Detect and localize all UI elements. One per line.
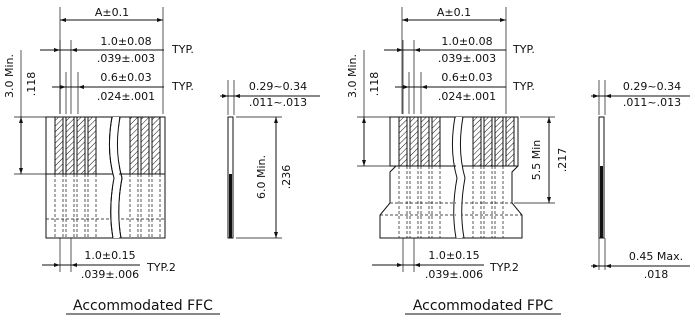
fpc-width-in: .024±.001	[438, 90, 496, 103]
ffc-caption: Accommodated FFC	[73, 298, 213, 314]
fpc-thick-in: .011~.013	[623, 96, 681, 109]
fpc-dimension-bottom: 1.0±0.15 .039±.006 TYP.2	[372, 238, 519, 281]
ffc-side-mm: 6.0 Min.	[255, 155, 268, 199]
fpc-dim-a-label: A±0.1	[437, 6, 471, 19]
fpc-side-mm: 5.5 Min	[530, 140, 543, 181]
ffc-dimension-pitch: 1.0±0.08 .039±.003 TYP.	[40, 35, 194, 114]
ffc-width-in: .024±.001	[97, 90, 155, 103]
fpc-stiff-in: .018	[644, 268, 669, 281]
fpc-typ-2: TYP.	[512, 80, 535, 93]
fpc-dimension-a: A±0.1	[401, 6, 507, 114]
fpc-dimension-height: 3.0 Min. .118	[346, 50, 390, 167]
fpc-cable-body	[379, 116, 523, 239]
fpc-pitch-in: .039±.003	[438, 52, 496, 65]
ffc-bottom-in: .039±.006	[81, 268, 139, 281]
fpc-dimension-side: 5.5 Min .217	[514, 116, 569, 204]
ffc-side-view: 0.29~0.34 .011~.013 6.0 Min. .236	[220, 80, 320, 239]
fpc-height-mm: 3.0 Min.	[346, 54, 359, 98]
ffc-thick-in: .011~.013	[249, 96, 307, 109]
fpc-width-mm: 0.6±0.03	[441, 71, 492, 84]
fpc-typ-1: TYP.	[512, 43, 535, 56]
ffc-dimension-height: 3.0 Min. .118	[3, 50, 46, 175]
fpc-pitch-mm: 1.0±0.08	[441, 35, 492, 48]
fpc-stiff-mm: 0.45 Max.	[629, 250, 683, 263]
ffc-typ-3: TYP.2	[146, 261, 176, 274]
fpc-bottom-mm: 1.0±0.15	[428, 249, 479, 262]
ffc-dim-a-label: A±0.1	[95, 6, 129, 19]
ffc-typ-2: TYP.	[171, 80, 194, 93]
fpc-dimension-pitch: 1.0±0.08 .039±.003 TYP.	[384, 35, 535, 114]
ffc-dimension-width: 0.6±0.03 .024±.001 TYP.	[52, 71, 194, 114]
ffc-cable-body	[45, 116, 166, 239]
ffc-drawing: A±0.1 1.0±0.08 .039±.003 TYP. 0.6±0.03 .…	[3, 6, 320, 315]
fpc-caption: Accommodated FPC	[413, 298, 554, 314]
ffc-side-in: .236	[280, 165, 293, 190]
fpc-typ-3: TYP.2	[489, 261, 519, 274]
fpc-drawing: A±0.1 1.0±0.08 .039±.003 TYP. 0.6±0.03 .…	[346, 6, 690, 315]
ffc-dimension-bottom: 1.0±0.15 .039±.006 TYP.2	[42, 238, 176, 281]
ffc-width-mm: 0.6±0.03	[100, 71, 151, 84]
fpc-side-in: .217	[556, 148, 569, 173]
ffc-pitch-in: .039±.003	[97, 52, 155, 65]
fpc-height-in: .118	[368, 72, 381, 97]
ffc-pitch-mm: 1.0±0.08	[100, 35, 151, 48]
ffc-bottom-mm: 1.0±0.15	[84, 249, 135, 262]
ffc-height-mm: 3.0 Min.	[3, 54, 16, 98]
fpc-side-view: 0.29~0.34 .011~.013 0.45 Max. .018	[591, 80, 690, 281]
fpc-thick-mm: 0.29~0.34	[623, 80, 681, 93]
fpc-dimension-width: 0.6±0.03 .024±.001 TYP.	[395, 71, 535, 114]
ffc-height-in: .118	[25, 72, 38, 97]
fpc-bottom-in: .039±.006	[425, 268, 483, 281]
ffc-typ-1: TYP.	[171, 43, 194, 56]
ffc-thick-mm: 0.29~0.34	[249, 80, 307, 93]
